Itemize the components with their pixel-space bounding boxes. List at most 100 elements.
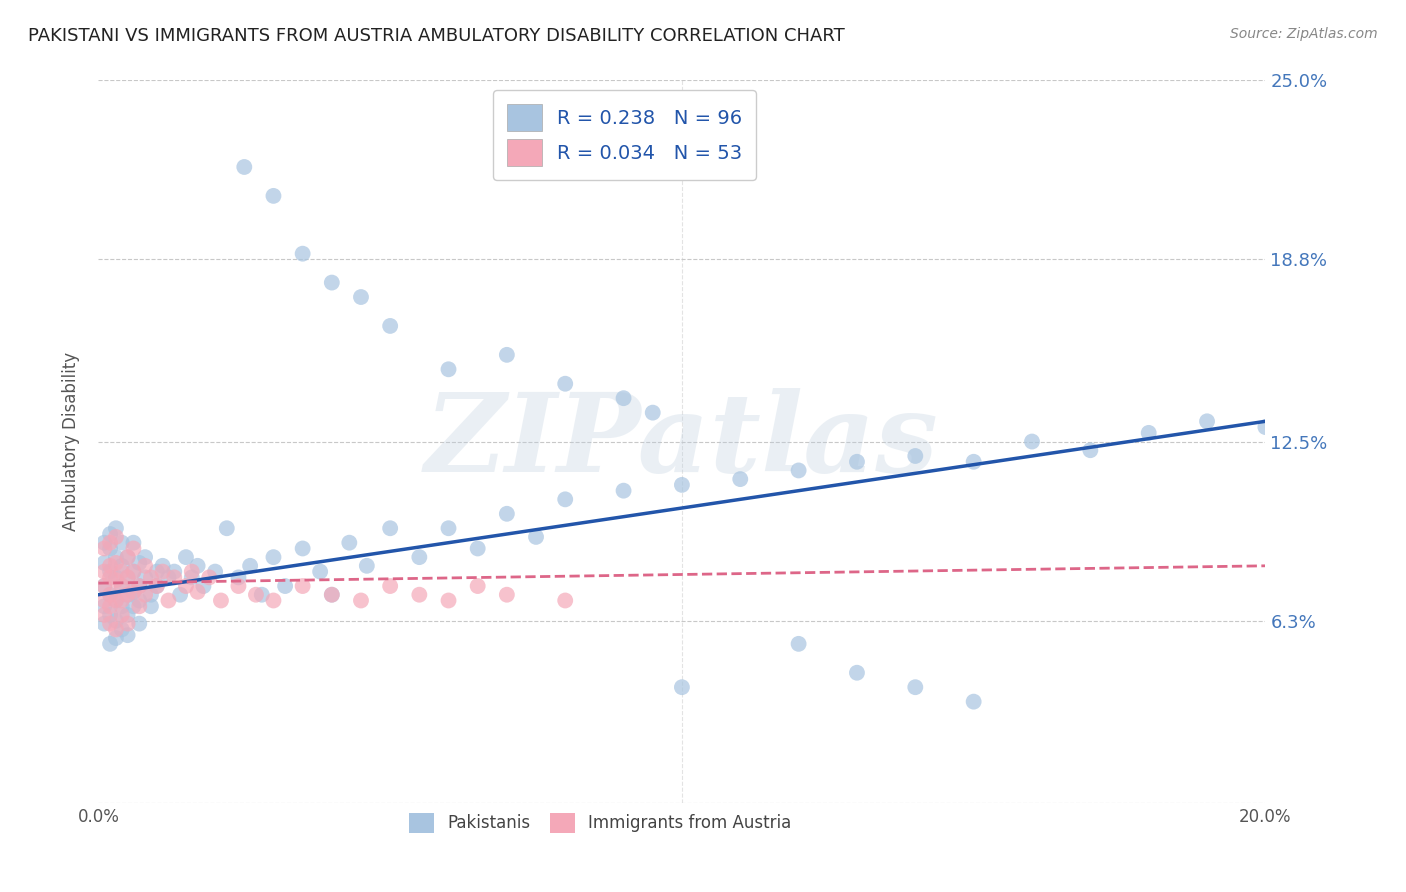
Point	[180, 570, 202, 584]
Point	[496, 507, 519, 521]
Point	[146, 579, 169, 593]
Point	[93, 599, 115, 614]
Point	[93, 541, 115, 556]
Point	[117, 588, 139, 602]
Point	[93, 616, 115, 631]
Point	[152, 558, 174, 573]
Point	[174, 550, 197, 565]
Point	[152, 565, 174, 579]
Point	[215, 521, 238, 535]
Point	[180, 565, 202, 579]
Point	[846, 665, 869, 680]
Point	[93, 556, 115, 570]
Point	[612, 483, 634, 498]
Point	[262, 593, 284, 607]
Point	[128, 599, 150, 614]
Point	[198, 570, 221, 584]
Point	[104, 631, 127, 645]
Point	[291, 579, 314, 593]
Point	[93, 607, 115, 622]
Point	[380, 318, 402, 333]
Point	[128, 579, 150, 593]
Text: Source: ZipAtlas.com: Source: ZipAtlas.com	[1230, 27, 1378, 41]
Point	[274, 579, 297, 593]
Point	[245, 588, 267, 602]
Point	[93, 565, 115, 579]
Point	[93, 593, 115, 607]
Point	[111, 623, 134, 637]
Point	[1021, 434, 1043, 449]
Point	[157, 570, 180, 584]
Point	[117, 550, 139, 565]
Point	[117, 588, 139, 602]
Point	[437, 521, 460, 535]
Point	[117, 570, 139, 584]
Point	[163, 570, 186, 584]
Point	[104, 550, 127, 565]
Point	[524, 530, 547, 544]
Point	[117, 628, 139, 642]
Point	[104, 556, 127, 570]
Point	[554, 376, 576, 391]
Point	[117, 550, 139, 565]
Point	[356, 558, 378, 573]
Point	[157, 593, 180, 607]
Point	[496, 588, 519, 602]
Point	[437, 362, 460, 376]
Point	[380, 521, 402, 535]
Point	[122, 565, 145, 579]
Point	[128, 579, 150, 593]
Point	[350, 593, 373, 607]
Point	[104, 521, 127, 535]
Text: PAKISTANI VS IMMIGRANTS FROM AUSTRIA AMBULATORY DISABILITY CORRELATION CHART: PAKISTANI VS IMMIGRANTS FROM AUSTRIA AMB…	[28, 27, 845, 45]
Point	[962, 455, 984, 469]
Point	[239, 558, 262, 573]
Point	[193, 579, 215, 593]
Point	[187, 558, 209, 573]
Point	[1195, 414, 1218, 428]
Point	[93, 535, 115, 549]
Point	[187, 584, 209, 599]
Point	[122, 584, 145, 599]
Point	[111, 593, 134, 607]
Point	[337, 535, 360, 549]
Point	[104, 623, 127, 637]
Point	[467, 541, 489, 556]
Point	[117, 616, 139, 631]
Point	[291, 246, 314, 260]
Y-axis label: Ambulatory Disability: Ambulatory Disability	[62, 352, 80, 531]
Legend: Pakistanis, Immigrants from Austria: Pakistanis, Immigrants from Austria	[401, 805, 800, 841]
Point	[146, 565, 169, 579]
Point	[139, 588, 162, 602]
Point	[111, 607, 134, 622]
Point	[98, 535, 121, 549]
Point	[408, 550, 430, 565]
Point	[98, 565, 121, 579]
Point	[291, 541, 314, 556]
Point	[730, 472, 752, 486]
Point	[321, 276, 343, 290]
Point	[128, 616, 150, 631]
Point	[174, 579, 197, 593]
Point	[98, 616, 121, 631]
Point	[134, 588, 156, 602]
Point	[846, 455, 869, 469]
Point	[321, 588, 343, 602]
Point	[122, 565, 145, 579]
Point	[408, 588, 430, 602]
Point	[128, 556, 150, 570]
Point	[98, 599, 121, 614]
Point	[98, 541, 121, 556]
Point	[1254, 420, 1277, 434]
Point	[228, 579, 250, 593]
Point	[146, 579, 169, 593]
Point	[104, 593, 127, 607]
Point	[467, 579, 489, 593]
Point	[128, 593, 150, 607]
Point	[139, 570, 162, 584]
Point	[250, 588, 273, 602]
Point	[104, 570, 127, 584]
Point	[93, 579, 115, 593]
Point	[496, 348, 519, 362]
Point	[169, 588, 191, 602]
